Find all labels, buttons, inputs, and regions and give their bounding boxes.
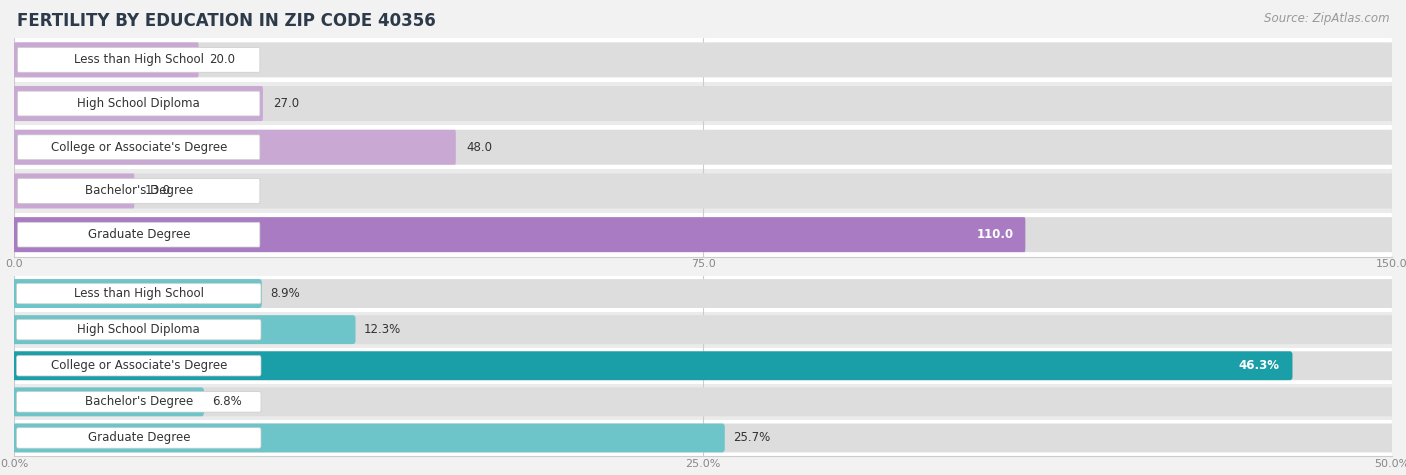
Text: College or Associate's Degree: College or Associate's Degree <box>51 359 226 372</box>
FancyBboxPatch shape <box>13 130 1393 165</box>
Text: Source: ZipAtlas.com: Source: ZipAtlas.com <box>1264 12 1389 25</box>
FancyBboxPatch shape <box>11 352 1292 380</box>
FancyBboxPatch shape <box>13 173 1393 209</box>
Text: 6.8%: 6.8% <box>212 395 242 408</box>
FancyBboxPatch shape <box>18 48 260 72</box>
FancyBboxPatch shape <box>11 388 204 416</box>
FancyBboxPatch shape <box>18 135 260 160</box>
FancyBboxPatch shape <box>11 388 1395 416</box>
FancyBboxPatch shape <box>11 279 1395 308</box>
FancyBboxPatch shape <box>11 424 724 452</box>
FancyBboxPatch shape <box>13 217 1393 252</box>
Bar <box>14 169 1392 213</box>
Text: Bachelor's Degree: Bachelor's Degree <box>84 395 193 408</box>
Text: 20.0: 20.0 <box>209 53 235 67</box>
Bar <box>14 213 1392 256</box>
FancyBboxPatch shape <box>17 391 262 412</box>
FancyBboxPatch shape <box>13 173 135 209</box>
Text: College or Associate's Degree: College or Associate's Degree <box>51 141 226 154</box>
FancyBboxPatch shape <box>13 42 198 77</box>
Bar <box>14 420 1392 456</box>
Text: 13.0: 13.0 <box>145 184 170 198</box>
FancyBboxPatch shape <box>17 283 262 304</box>
Text: FERTILITY BY EDUCATION IN ZIP CODE 40356: FERTILITY BY EDUCATION IN ZIP CODE 40356 <box>17 12 436 30</box>
Bar <box>14 125 1392 169</box>
Bar <box>14 82 1392 125</box>
Bar <box>14 348 1392 384</box>
Bar <box>14 384 1392 420</box>
Text: 12.3%: 12.3% <box>364 323 401 336</box>
FancyBboxPatch shape <box>13 217 1025 252</box>
FancyBboxPatch shape <box>17 355 262 376</box>
Text: 27.0: 27.0 <box>273 97 299 110</box>
FancyBboxPatch shape <box>18 91 260 116</box>
Text: Less than High School: Less than High School <box>73 287 204 300</box>
FancyBboxPatch shape <box>11 315 356 344</box>
Text: 48.0: 48.0 <box>465 141 492 154</box>
Text: 110.0: 110.0 <box>976 228 1014 241</box>
Bar <box>14 38 1392 82</box>
FancyBboxPatch shape <box>18 179 260 203</box>
Text: Less than High School: Less than High School <box>73 53 204 67</box>
FancyBboxPatch shape <box>13 42 1393 77</box>
FancyBboxPatch shape <box>11 279 262 308</box>
FancyBboxPatch shape <box>13 130 456 165</box>
Text: High School Diploma: High School Diploma <box>77 323 200 336</box>
FancyBboxPatch shape <box>18 222 260 247</box>
Bar <box>14 312 1392 348</box>
Text: Bachelor's Degree: Bachelor's Degree <box>84 184 193 198</box>
FancyBboxPatch shape <box>17 428 262 448</box>
Text: Graduate Degree: Graduate Degree <box>87 228 190 241</box>
Text: Graduate Degree: Graduate Degree <box>87 431 190 445</box>
FancyBboxPatch shape <box>11 424 1395 452</box>
FancyBboxPatch shape <box>13 86 1393 121</box>
Text: High School Diploma: High School Diploma <box>77 97 200 110</box>
Text: 8.9%: 8.9% <box>270 287 299 300</box>
Text: 46.3%: 46.3% <box>1237 359 1279 372</box>
FancyBboxPatch shape <box>11 315 1395 344</box>
Text: 25.7%: 25.7% <box>734 431 770 445</box>
Bar <box>14 276 1392 312</box>
FancyBboxPatch shape <box>17 319 262 340</box>
FancyBboxPatch shape <box>11 352 1395 380</box>
FancyBboxPatch shape <box>13 86 263 121</box>
